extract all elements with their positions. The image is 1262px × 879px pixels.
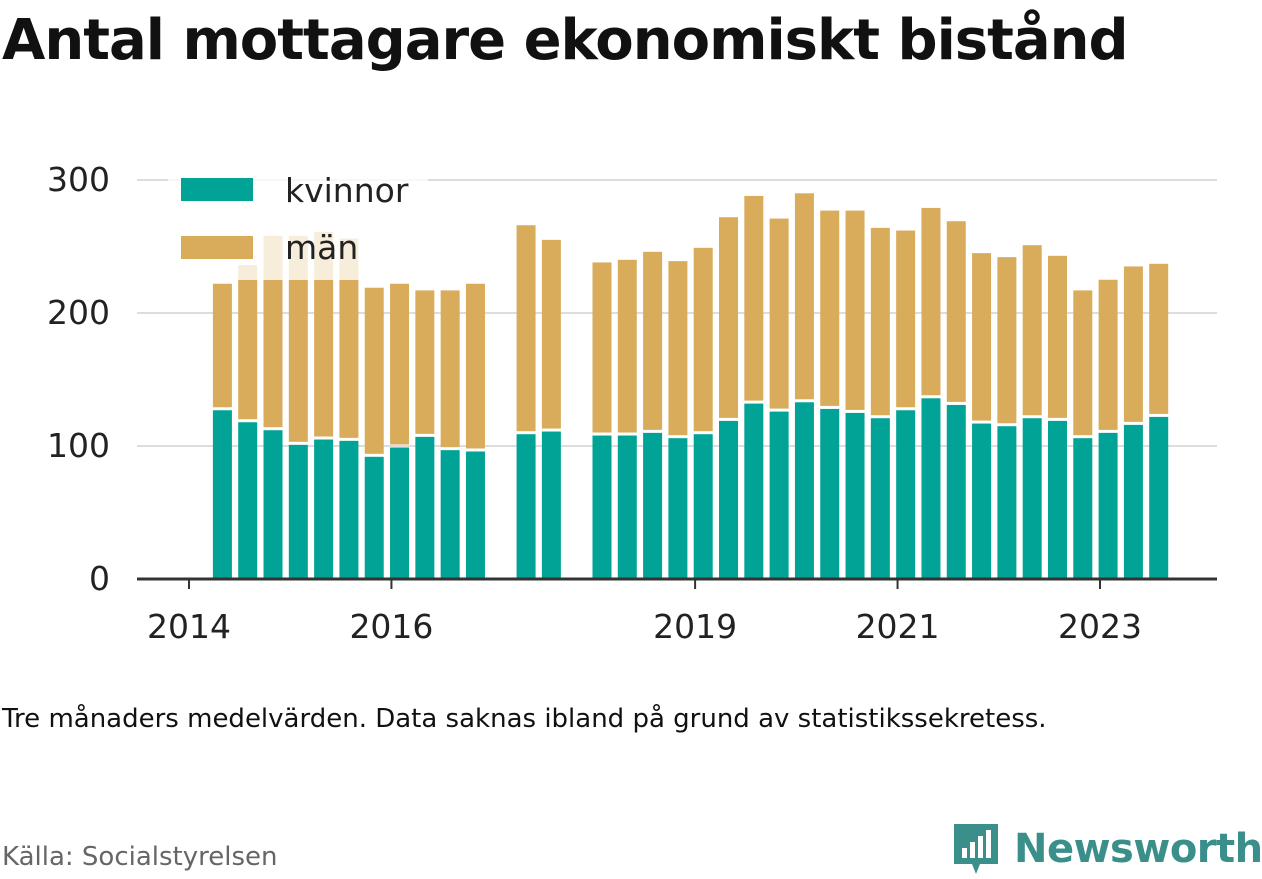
bar-man-4 [314,231,334,437]
bar-man-11 [516,225,536,432]
legend-swatch-kvinnor [181,178,253,201]
bar-kvinnor-2 [263,430,283,579]
bar-man-16 [668,261,688,436]
bar-kvinnor-5 [339,440,359,579]
bar-kvinnor-15 [643,432,663,579]
bar-man-33 [1098,279,1118,430]
stacked-bar-chart: 0 100 200 300 2014 2016 2019 2021 2023 kvinnor mä… [47,160,1217,646]
bar-kvinnor-30 [1022,418,1042,579]
axes: 0 100 200 300 2014 2016 2019 2021 2023 [47,160,1217,646]
bar-man-28 [972,253,992,421]
bar-kvinnor-26 [921,398,941,579]
bar-kvinnor-6 [364,456,384,579]
bar-man-15 [643,251,663,430]
chart-subtitle: Tre månaders medelvärden. Data saknas ib… [2,704,1047,734]
bar-man-19 [744,195,764,401]
bar-kvinnor-20 [769,411,789,579]
legend-label-kvinnor: kvinnor [285,171,409,210]
bar-kvinnor-9 [440,450,460,579]
x-tick-label-2016: 2016 [349,607,433,646]
bar-kvinnor-32 [1073,438,1093,579]
bar-kvinnor-29 [997,426,1017,579]
bar-man-2 [263,235,283,428]
bar-kvinnor-18 [719,420,739,579]
bar-kvinnor-21 [794,402,814,579]
x-tick-label-2021: 2021 [856,607,940,646]
bar-man-26 [921,207,941,396]
bar-man-24 [870,227,890,416]
bar-man-23 [845,210,865,410]
bar-kvinnor-3 [288,444,308,579]
bar-kvinnor-11 [516,434,536,579]
bar-kvinnor-16 [668,438,688,579]
brand-name: Newsworthy [1014,826,1262,872]
bars [212,193,1169,579]
bar-chart-logo-icon [954,824,998,874]
bar-kvinnor-31 [1047,420,1067,579]
bar-man-22 [820,210,840,406]
x-tick-label-2019: 2019 [653,607,737,646]
bar-man-35 [1149,263,1169,414]
bar-man-7 [390,283,410,445]
bar-kvinnor-33 [1098,432,1118,579]
bar-kvinnor-24 [870,418,890,579]
bar-man-10 [465,283,485,449]
y-tick-label-300: 300 [47,160,110,199]
y-tick-label-200: 200 [47,293,110,332]
y-tick-label-0: 0 [89,559,110,598]
bar-kvinnor-7 [390,447,410,579]
bar-man-29 [997,257,1017,424]
newsworthy-logo: Newsworthy [950,820,1262,878]
bar-kvinnor-27 [946,404,966,579]
bar-kvinnor-13 [592,435,612,579]
bar-man-9 [440,290,460,448]
bar-kvinnor-28 [972,423,992,579]
bar-man-6 [364,287,384,454]
bar-man-1 [238,265,258,420]
x-tick-label-2023: 2023 [1058,607,1142,646]
legend-label-man: män [285,228,358,267]
bar-man-0 [212,283,232,408]
x-tick-label-2014: 2014 [147,607,231,646]
bar-man-20 [769,218,789,409]
bar-kvinnor-35 [1149,416,1169,579]
bar-man-3 [288,235,308,442]
bar-kvinnor-25 [896,410,916,579]
bar-man-25 [896,230,916,408]
chart-title: Antal mottagare ekonomiskt bistånd [2,8,1129,73]
bar-kvinnor-8 [415,436,435,579]
bar-kvinnor-23 [845,412,865,579]
bar-kvinnor-12 [541,431,561,579]
bar-man-14 [617,259,637,433]
legend-swatch-man [181,236,253,259]
bar-kvinnor-34 [1123,424,1143,579]
bar-man-31 [1047,255,1067,418]
bar-man-5 [339,238,359,438]
bar-man-18 [719,217,739,418]
bar-man-8 [415,290,435,434]
bar-man-30 [1022,245,1042,416]
bar-kvinnor-4 [314,439,334,579]
source-note: Källa: Socialstyrelsen [2,842,278,872]
bar-kvinnor-19 [744,403,764,579]
y-tick-label-100: 100 [47,426,110,465]
bar-kvinnor-1 [238,422,258,579]
bar-man-12 [541,239,561,429]
legend: kvinnor män [168,170,428,280]
bar-kvinnor-0 [212,410,232,579]
bar-man-13 [592,262,612,433]
bar-man-27 [946,221,966,402]
bar-kvinnor-17 [693,434,713,579]
bar-kvinnor-14 [617,435,637,579]
bar-man-17 [693,247,713,432]
bar-man-34 [1123,266,1143,422]
bar-kvinnor-22 [820,408,840,579]
bar-kvinnor-10 [465,451,485,579]
bar-man-32 [1073,290,1093,436]
bar-man-21 [794,193,814,400]
